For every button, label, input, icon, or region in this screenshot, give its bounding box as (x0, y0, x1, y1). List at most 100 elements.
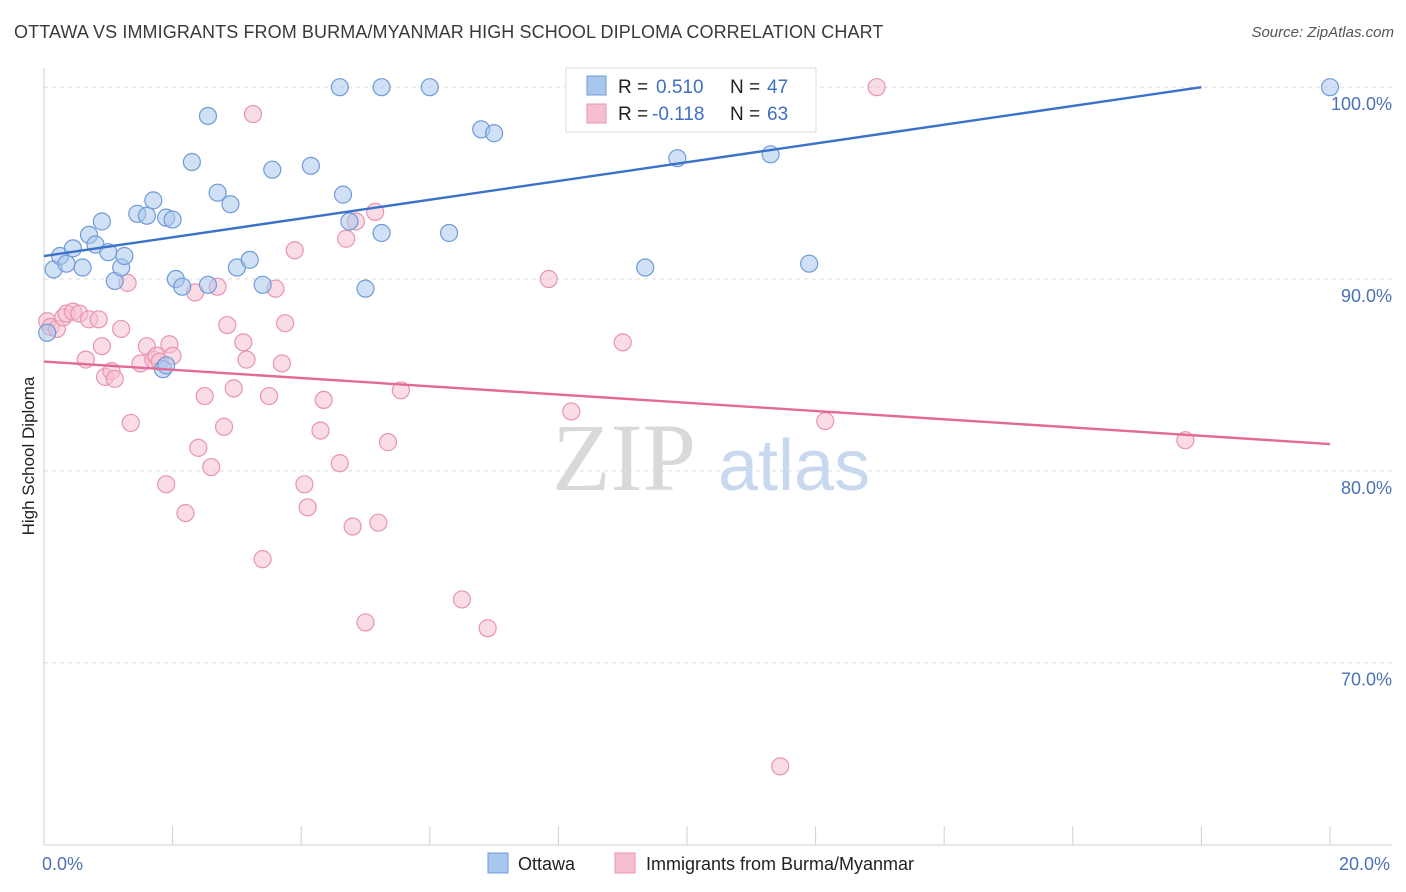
point-burma (92, 337, 111, 356)
point-ottawa (800, 254, 819, 273)
point-ottawa (57, 254, 76, 273)
x-tick-label-max: 20.0% (1339, 854, 1390, 874)
trend-line-ottawa (43, 85, 1202, 258)
legend-n-value-burma: 63 (767, 104, 788, 125)
y-tick-label: 90.0% (1341, 286, 1392, 306)
point-burma (311, 421, 330, 440)
chart-title: OTTAWA VS IMMIGRANTS FROM BURMA/MYANMAR … (14, 22, 884, 42)
point-ottawa (340, 212, 359, 231)
point-burma (562, 402, 581, 421)
point-ottawa (157, 356, 176, 375)
point-ottawa (163, 210, 182, 229)
legend-n-value-ottawa: 47 (767, 77, 788, 98)
point-burma (214, 417, 234, 436)
point-burma (330, 454, 349, 473)
point-ottawa (301, 156, 320, 175)
point-burma (613, 333, 632, 352)
watermark-atlas: atlas (718, 426, 870, 506)
x-tick-label-min: 0.0% (42, 854, 83, 874)
legend-swatch-burma (586, 103, 607, 124)
point-ottawa (198, 106, 218, 126)
point-burma (237, 350, 256, 369)
point-ottawa (198, 275, 218, 294)
bottom-legend-label-burma: Immigrants from Burma/Myanmar (646, 854, 914, 874)
point-burma (337, 229, 356, 248)
legend-r-label-burma: R = (618, 104, 648, 125)
point-burma (121, 413, 140, 433)
point-burma (452, 590, 472, 609)
point-burma (478, 619, 497, 638)
stats-legend: R = 0.510 N = 47 R = -0.118 N = 63 (565, 67, 817, 133)
point-ottawa (115, 246, 134, 266)
point-ottawa (253, 275, 272, 294)
point-ottawa (636, 258, 655, 277)
point-burma (314, 390, 333, 410)
point-ottawa (63, 239, 83, 258)
point-burma (276, 314, 295, 333)
y-tick-label: 80.0% (1341, 478, 1392, 498)
legend-swatch-ottawa (586, 75, 607, 96)
point-ottawa (1320, 78, 1340, 97)
point-burma (243, 104, 263, 124)
point-burma (285, 241, 304, 260)
point-burma (298, 498, 317, 517)
point-burma (224, 379, 243, 398)
source-credit: Source: ZipAtlas.com (1251, 24, 1394, 41)
point-ottawa (208, 183, 227, 202)
point-burma (272, 354, 292, 373)
point-ottawa (38, 323, 57, 342)
y-tick-label: 100.0% (1331, 94, 1392, 114)
point-ottawa (356, 279, 375, 298)
point-burma (539, 269, 558, 289)
trend-lines (43, 85, 1331, 446)
series-legend: Ottawa Immigrants from Burma/Myanmar (487, 852, 914, 874)
y-axis-label: High School Diploma (19, 376, 38, 535)
point-ottawa (182, 152, 201, 172)
stats-legend-box (565, 67, 817, 133)
point-ottawa (263, 160, 282, 179)
x-ticks (43, 826, 1331, 845)
point-burma (218, 315, 237, 335)
point-ottawa (372, 223, 391, 243)
legend-r-label-ottawa: R = (618, 77, 648, 98)
point-burma (356, 613, 375, 632)
point-ottawa (73, 258, 92, 277)
point-ottawa (221, 195, 240, 214)
point-burma (202, 457, 221, 477)
point-ottawa (330, 78, 349, 97)
point-ottawa (485, 124, 504, 143)
point-ottawa (333, 185, 353, 204)
point-burma (112, 319, 131, 339)
point-burma (189, 438, 208, 457)
point-burma (176, 503, 195, 523)
bottom-legend-label-ottawa: Ottawa (518, 854, 576, 874)
bottom-legend-swatch-ottawa (487, 852, 509, 874)
point-ottawa (240, 250, 259, 269)
point-ottawa (173, 277, 192, 296)
point-burma (343, 517, 362, 536)
watermark: ZIP atlas (552, 404, 870, 511)
axes (43, 68, 1392, 846)
series-ottawa-points (38, 78, 1340, 379)
point-ottawa (137, 206, 156, 225)
legend-r-value-ottawa: 0.510 (656, 77, 704, 98)
y-tick-label: 70.0% (1341, 670, 1392, 690)
trend-line-burma (43, 360, 1331, 446)
point-burma (157, 475, 176, 494)
watermark-zip: ZIP (552, 404, 696, 511)
point-burma (105, 369, 124, 388)
y-tick-labels: 100.0% 90.0% 80.0% 70.0% (1331, 94, 1392, 690)
point-burma (253, 550, 272, 569)
point-burma (295, 475, 314, 494)
point-ottawa (420, 78, 439, 97)
legend-n-label-ottawa: N = (730, 77, 760, 98)
point-burma (259, 386, 279, 406)
bottom-legend-swatch-burma (614, 852, 636, 874)
point-burma (867, 78, 886, 97)
legend-r-value-burma: -0.118 (652, 104, 704, 125)
point-burma (391, 381, 410, 400)
point-ottawa (372, 78, 391, 97)
point-burma (89, 310, 108, 329)
point-burma (378, 433, 398, 452)
